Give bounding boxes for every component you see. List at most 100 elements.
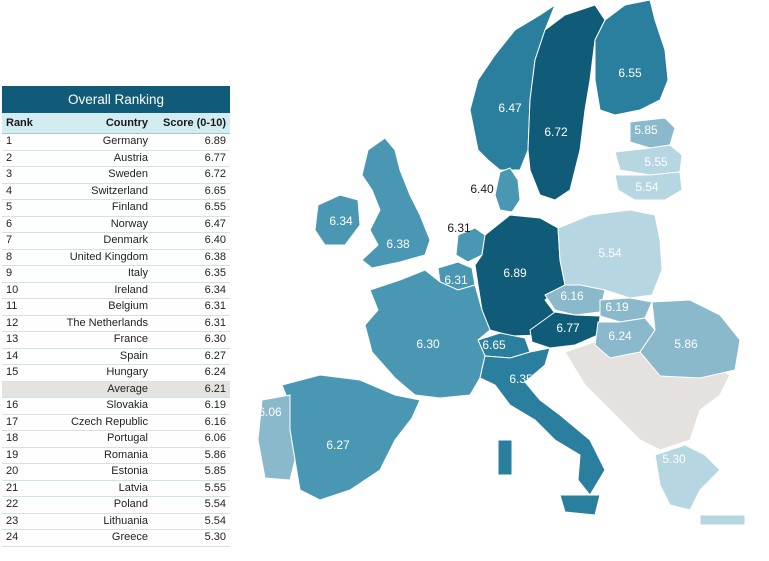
value-label-portugal: 6.06 [258, 405, 282, 419]
rank-cell: 24 [2, 529, 42, 547]
country-cell: Slovakia [42, 397, 152, 415]
score-cell: 6.06 [152, 430, 230, 448]
value-label-estonia: 5.85 [634, 123, 658, 137]
table-row: 15 Hungary 6.24 [2, 364, 230, 382]
country-spain [281, 374, 421, 501]
value-label-lithuania: 5.54 [635, 180, 659, 194]
country-cell: Average [42, 381, 152, 398]
rank-cell: 8 [2, 249, 42, 266]
rank-cell: 18 [2, 430, 42, 448]
score-cell: 6.65 [152, 183, 230, 200]
country-cell: Norway [42, 216, 152, 233]
rank-cell: 14 [2, 348, 42, 365]
country-cell: Switzerland [42, 183, 152, 200]
country-united-kingdom [361, 137, 431, 269]
score-cell: 6.55 [152, 199, 230, 217]
country-cell: France [42, 331, 152, 349]
value-label-poland: 5.54 [598, 246, 622, 260]
value-label-romania: 5.86 [674, 337, 698, 351]
rank-cell: 1 [2, 133, 42, 151]
rank-cell: 12 [2, 315, 42, 332]
country-portugal [257, 394, 296, 481]
rank-cell: 5 [2, 199, 42, 217]
table-row: 14 Spain 6.27 [2, 348, 230, 365]
table-row: 4 Switzerland 6.65 [2, 183, 230, 200]
value-label-italy: 6.35 [509, 372, 533, 386]
table-row: 21 Latvia 5.55 [2, 480, 230, 497]
rank-cell: 17 [2, 414, 42, 431]
rank-cell: 23 [2, 513, 42, 530]
rank-cell: 3 [2, 166, 42, 184]
score-cell: 5.55 [152, 480, 230, 497]
rank-cell: 13 [2, 331, 42, 349]
value-label-netherlands: 6.31 [447, 221, 471, 235]
rank-cell: 4 [2, 183, 42, 200]
score-cell: 5.85 [152, 463, 230, 481]
score-cell: 6.31 [152, 315, 230, 332]
country-cell: Belgium [42, 298, 152, 316]
country-cell: Italy [42, 265, 152, 283]
rank-cell: 7 [2, 232, 42, 250]
rank-cell: 10 [2, 282, 42, 299]
table-row: 19 Romania 5.86 [2, 447, 230, 464]
score-cell: 5.54 [152, 496, 230, 514]
table-header-row: Rank Country Score (0-10) [2, 113, 230, 134]
table-row: 18 Portugal 6.06 [2, 430, 230, 448]
table-row: 16 Slovakia 6.19 [2, 397, 230, 415]
rank-cell: 15 [2, 364, 42, 382]
country-regions [257, 0, 746, 526]
table-row: 12 The Netherlands 6.31 [2, 315, 230, 332]
score-cell: 5.86 [152, 447, 230, 464]
score-cell: 6.40 [152, 232, 230, 250]
country-cell: Spain [42, 348, 152, 365]
score-cell: 6.77 [152, 150, 230, 167]
country-latvia [614, 144, 683, 176]
value-label-slovakia: 6.19 [605, 300, 629, 314]
table-row: 13 France 6.30 [2, 331, 230, 349]
country-cell: Sweden [42, 166, 152, 184]
country-cell: Germany [42, 133, 152, 151]
table-row: 5 Finland 6.55 [2, 199, 230, 217]
table-row: 24 Greece 5.30 [2, 529, 230, 547]
score-cell: 5.30 [152, 529, 230, 547]
score-cell: 6.89 [152, 133, 230, 151]
table-title: Overall Ranking [2, 86, 230, 113]
value-label-hungary: 6.24 [608, 329, 632, 343]
score-cell: 6.21 [152, 381, 230, 398]
table-row: 7 Denmark 6.40 [2, 232, 230, 250]
score-cell: 6.72 [152, 166, 230, 184]
table-row: 8 United Kingdom 6.38 [2, 249, 230, 266]
table-row: 1 Germany 6.89 [2, 133, 230, 151]
country-cell: Austria [42, 150, 152, 167]
average-row: Average 6.21 [2, 381, 230, 398]
country-cell: Denmark [42, 232, 152, 250]
country-france [364, 269, 491, 399]
table-row: 10 Ireland 6.34 [2, 282, 230, 299]
country-cell: Lithuania [42, 513, 152, 530]
value-label-austria: 6.77 [556, 321, 580, 335]
value-label-greece: 5.30 [662, 452, 686, 466]
table-row: 3 Sweden 6.72 [2, 166, 230, 184]
country-cell: Finland [42, 199, 152, 217]
rank-cell: 20 [2, 463, 42, 481]
value-label-sweden: 6.72 [544, 125, 568, 139]
table-row: 17 Czech Republic 6.16 [2, 414, 230, 431]
country-cell: Portugal [42, 430, 152, 448]
country-cell: Ireland [42, 282, 152, 299]
table-row: 20 Estonia 5.85 [2, 463, 230, 481]
score-cell: 6.24 [152, 364, 230, 382]
table-row: 11 Belgium 6.31 [2, 298, 230, 316]
table-row: 22 Poland 5.54 [2, 496, 230, 514]
score-cell: 6.38 [152, 249, 230, 266]
rank-cell: 6 [2, 216, 42, 233]
table-row: 6 Norway 6.47 [2, 216, 230, 233]
rank-cell: 9 [2, 265, 42, 283]
country-cell: United Kingdom [42, 249, 152, 266]
country-cell: Czech Republic [42, 414, 152, 431]
value-label-germany: 6.89 [503, 266, 527, 280]
country-cell: Poland [42, 496, 152, 514]
score-cell: 6.31 [152, 298, 230, 316]
score-cell: 6.35 [152, 265, 230, 283]
score-cell: 6.16 [152, 414, 230, 431]
score-cell: 6.27 [152, 348, 230, 365]
